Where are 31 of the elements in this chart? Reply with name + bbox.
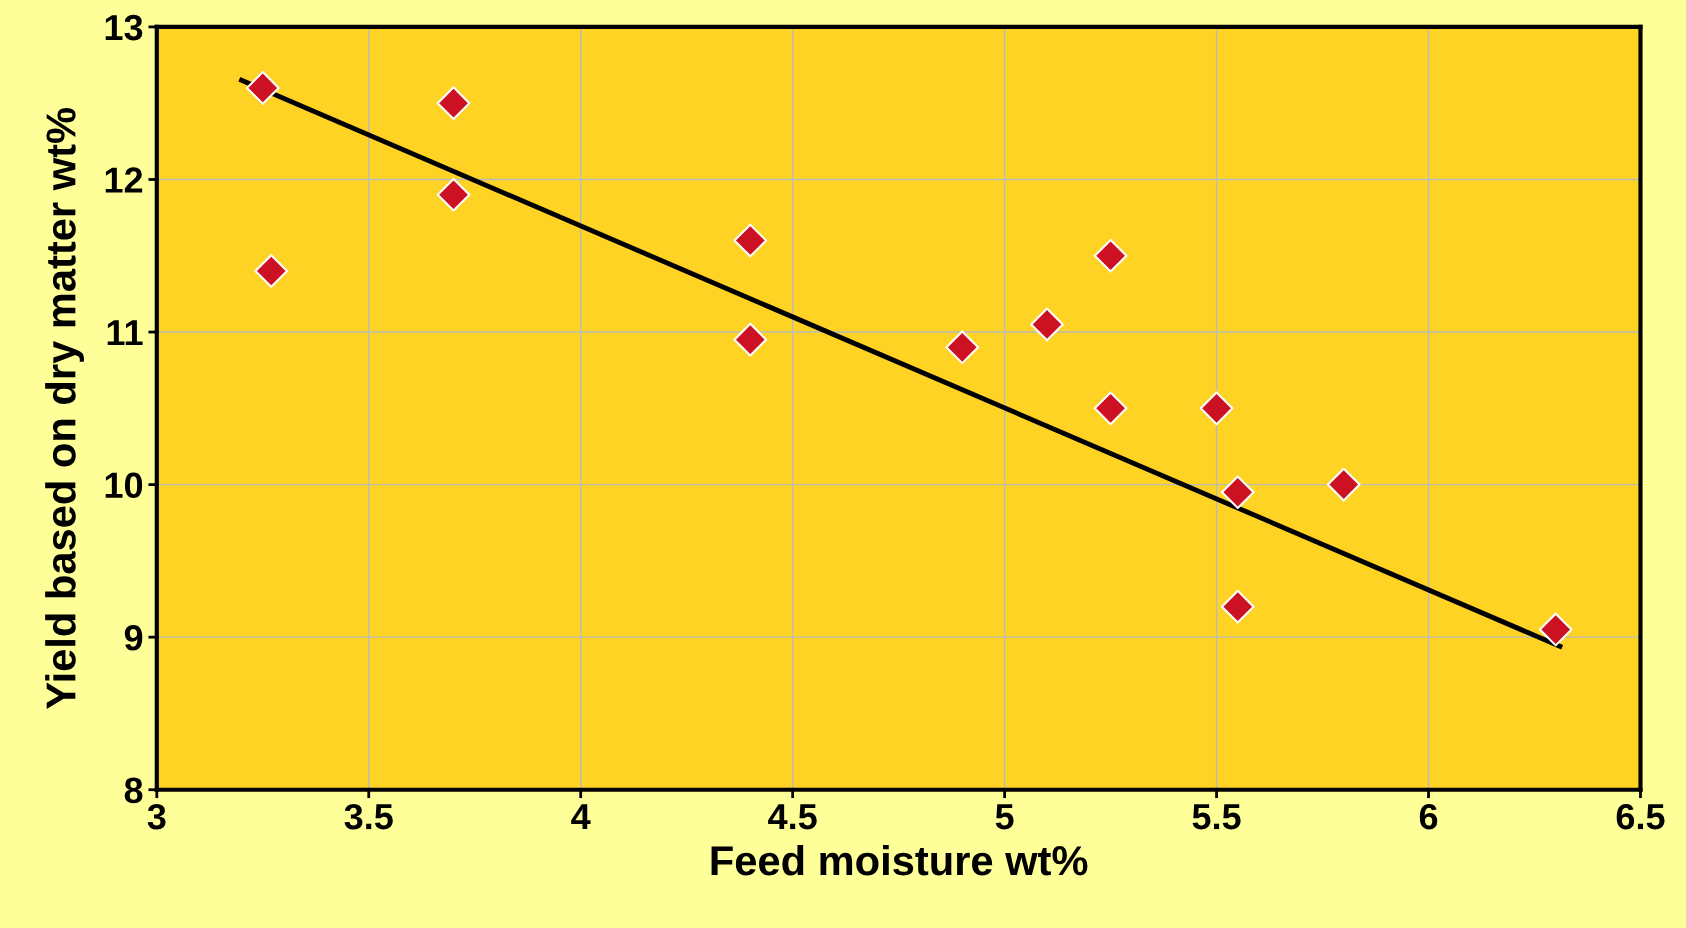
point <box>436 177 471 212</box>
y-tick-label: 9 <box>124 625 143 651</box>
y-tick-label: 8 <box>124 777 143 804</box>
point <box>733 322 768 357</box>
point <box>1326 467 1361 502</box>
x-tick-label: 3.5 <box>344 803 393 830</box>
x-tick-label: 4.5 <box>768 804 817 830</box>
y-tick-label: 10 <box>105 472 143 499</box>
point <box>1220 475 1255 510</box>
point <box>245 71 280 105</box>
x-axis-title: Feed moisture wt% <box>711 844 1088 876</box>
y-tick-label: 13 <box>105 14 143 41</box>
y-axis-title: Yield based on dry matter wt% <box>45 108 84 709</box>
x-tick-label: 4 <box>571 804 591 830</box>
point <box>1538 612 1573 647</box>
point <box>1093 391 1128 426</box>
point <box>436 86 471 121</box>
x-tick-label: 6 <box>1419 803 1438 830</box>
point <box>254 254 289 288</box>
x-tick-label: 3 <box>147 803 166 830</box>
point <box>1030 307 1064 342</box>
x-tick-label: 5.5 <box>1192 804 1241 830</box>
point <box>945 330 980 365</box>
point <box>1199 391 1234 426</box>
x-tick-label: 6.5 <box>1616 803 1665 830</box>
point <box>1220 589 1255 624</box>
y-tick-label: 12 <box>105 167 143 193</box>
point <box>733 223 768 258</box>
point <box>1093 238 1128 273</box>
y-tick-label: 11 <box>107 320 143 346</box>
x-tick-label: 5 <box>995 804 1014 830</box>
